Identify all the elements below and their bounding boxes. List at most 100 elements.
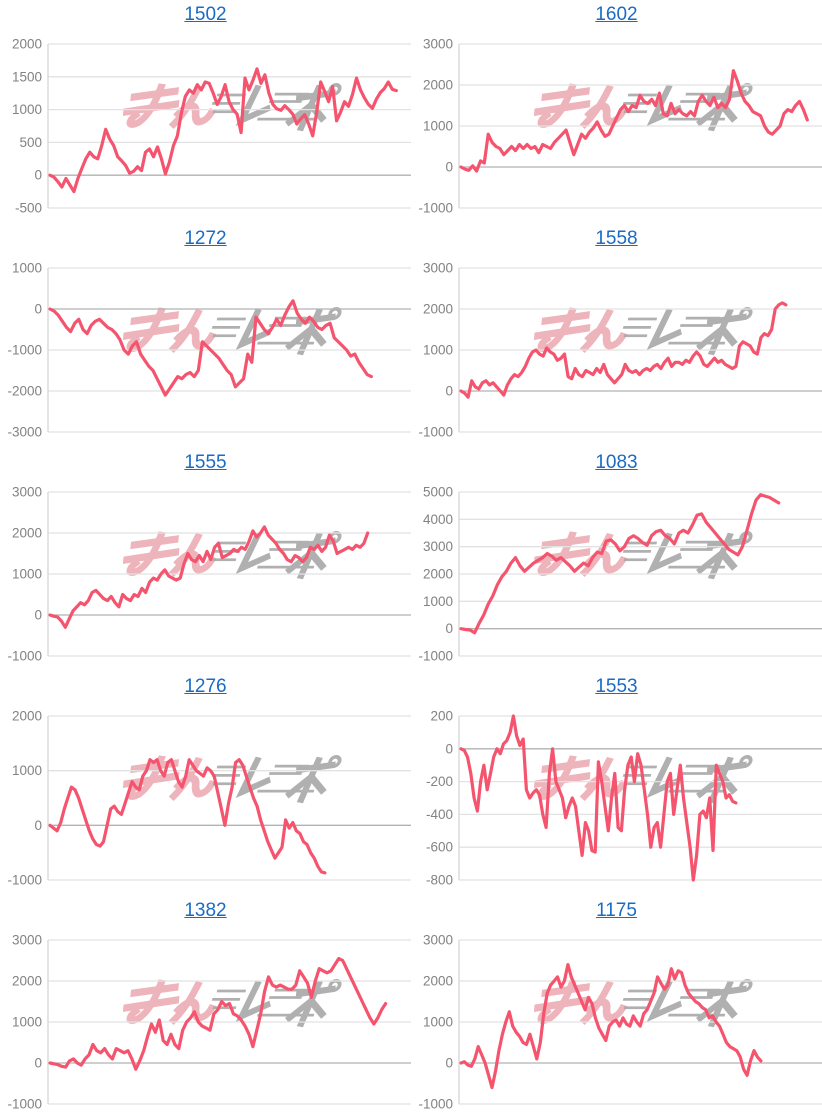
- svg-text:1000: 1000: [12, 261, 42, 276]
- svg-text:3000: 3000: [423, 933, 453, 948]
- machine-number-link[interactable]: 1602: [595, 4, 638, 25]
- watermark-minrepo-logo: [118, 528, 336, 584]
- svg-text:-200: -200: [426, 774, 453, 789]
- svg-text:2000: 2000: [12, 526, 42, 541]
- slump-graph: 1000 0 -1000 -2000 -3000: [0, 254, 411, 444]
- chart-card: 1083 5000 4000 3000 2000 1000 0 -1000: [411, 448, 822, 672]
- svg-text:5000: 5000: [423, 485, 453, 500]
- svg-text:-500: -500: [15, 201, 42, 216]
- svg-text:2000: 2000: [12, 974, 42, 989]
- watermark-minrepo-logo: [118, 752, 336, 808]
- chart-title-row: 1555: [0, 448, 411, 478]
- line-chart: 3000 2000 1000 0 -1000: [418, 37, 822, 216]
- chart-title-row: 1553: [411, 672, 822, 702]
- slump-graph: 3000 2000 1000 0 -1000: [0, 926, 411, 1116]
- chart-card: 1276 2000 1000 0 -1000: [0, 672, 411, 896]
- svg-text:0: 0: [34, 302, 42, 317]
- watermark-minrepo-logo: [118, 304, 336, 360]
- svg-text:500: 500: [19, 135, 42, 150]
- chart-card: 1555 3000 2000 1000 0 -1000: [0, 448, 411, 672]
- svg-text:2000: 2000: [12, 37, 42, 52]
- chart-card: 1175 3000 2000 1000 0 -1000: [411, 896, 822, 1120]
- line-chart: 3000 2000 1000 0 -1000: [7, 933, 411, 1112]
- chart-card: 1602 3000 2000 1000 0 -1000: [411, 0, 822, 224]
- watermark-minrepo-logo: [529, 752, 747, 808]
- svg-text:-1000: -1000: [418, 649, 453, 664]
- watermark-minrepo-logo: [529, 976, 747, 1032]
- svg-text:1000: 1000: [423, 1015, 453, 1030]
- svg-text:-1000: -1000: [7, 1097, 42, 1112]
- svg-text:1000: 1000: [12, 1015, 42, 1030]
- svg-text:3000: 3000: [12, 485, 42, 500]
- line-chart: 5000 4000 3000 2000 1000 0 -1000: [418, 485, 822, 664]
- svg-text:1000: 1000: [12, 567, 42, 582]
- svg-text:3000: 3000: [12, 933, 42, 948]
- svg-text:2000: 2000: [423, 302, 453, 317]
- chart-card: 1382 3000 2000 1000 0 -1000: [0, 896, 411, 1120]
- svg-text:1000: 1000: [423, 343, 453, 358]
- svg-text:0: 0: [445, 1056, 453, 1071]
- machine-number-link[interactable]: 1558: [595, 228, 638, 249]
- slump-graph: 3000 2000 1000 0 -1000: [411, 254, 822, 444]
- svg-text:-1000: -1000: [418, 201, 453, 216]
- line-chart: 1000 0 -1000 -2000 -3000: [7, 261, 411, 440]
- svg-text:0: 0: [445, 741, 453, 756]
- svg-text:1000: 1000: [423, 119, 453, 134]
- chart-title-row: 1602: [411, 0, 822, 30]
- chart-title-row: 1502: [0, 0, 411, 30]
- watermark-minrepo-logo: [118, 976, 336, 1032]
- svg-text:3000: 3000: [423, 37, 453, 52]
- chart-title-row: 1276: [0, 672, 411, 702]
- slump-graph: 2000 1500 1000 500 0 -500: [0, 30, 411, 220]
- svg-text:2000: 2000: [12, 709, 42, 724]
- svg-text:0: 0: [445, 160, 453, 175]
- line-chart: 2000 1000 0 -1000: [7, 709, 411, 888]
- line-chart: 3000 2000 1000 0 -1000: [7, 485, 411, 664]
- machine-number-link[interactable]: 1272: [184, 228, 227, 249]
- slump-graph: 3000 2000 1000 0 -1000: [411, 30, 822, 220]
- machine-number-link[interactable]: 1276: [184, 676, 227, 697]
- chart-card: 1553 200 0 -200 -400 -600 -800: [411, 672, 822, 896]
- svg-text:0: 0: [445, 384, 453, 399]
- machine-number-link[interactable]: 1083: [595, 452, 638, 473]
- svg-text:-1000: -1000: [418, 1097, 453, 1112]
- chart-title-row: 1083: [411, 448, 822, 478]
- svg-text:2000: 2000: [423, 567, 453, 582]
- svg-text:3000: 3000: [423, 261, 453, 276]
- line-chart: 2000 1500 1000 500 0 -500: [12, 37, 411, 216]
- svg-text:4000: 4000: [423, 512, 453, 527]
- watermark-minrepo-logo: [118, 80, 336, 136]
- svg-text:-1000: -1000: [7, 649, 42, 664]
- svg-text:-1000: -1000: [7, 343, 42, 358]
- watermark-minrepo-logo: [529, 528, 747, 584]
- machine-number-link[interactable]: 1175: [596, 900, 637, 921]
- chart-title-row: 1382: [0, 896, 411, 926]
- svg-text:-600: -600: [426, 840, 453, 855]
- slump-graph: 3000 2000 1000 0 -1000: [0, 478, 411, 668]
- svg-text:1000: 1000: [12, 763, 42, 778]
- slump-graph: 200 0 -200 -400 -600 -800: [411, 702, 822, 892]
- svg-text:2000: 2000: [423, 974, 453, 989]
- svg-text:0: 0: [34, 818, 42, 833]
- svg-text:0: 0: [34, 608, 42, 623]
- machine-number-link[interactable]: 1382: [184, 900, 227, 921]
- chart-title-row: 1175: [411, 896, 822, 926]
- machine-number-link[interactable]: 1555: [184, 452, 227, 473]
- svg-text:1000: 1000: [423, 594, 453, 609]
- machine-number-link[interactable]: 1502: [184, 4, 227, 25]
- chart-card: 1502 2000 1500 1000 500 0 -500: [0, 0, 411, 224]
- svg-text:0: 0: [34, 1056, 42, 1071]
- chart-card: 1558 3000 2000 1000 0 -1000: [411, 224, 822, 448]
- svg-text:3000: 3000: [423, 539, 453, 554]
- svg-text:1000: 1000: [12, 102, 42, 117]
- svg-text:-1000: -1000: [7, 873, 42, 888]
- slump-graph: 3000 2000 1000 0 -1000: [411, 926, 822, 1116]
- svg-text:200: 200: [430, 709, 453, 724]
- svg-text:-400: -400: [426, 807, 453, 822]
- svg-text:-2000: -2000: [7, 384, 42, 399]
- machine-number-link[interactable]: 1553: [595, 676, 638, 697]
- slump-graph: 2000 1000 0 -1000: [0, 702, 411, 892]
- svg-text:0: 0: [34, 168, 42, 183]
- svg-text:0: 0: [445, 621, 453, 636]
